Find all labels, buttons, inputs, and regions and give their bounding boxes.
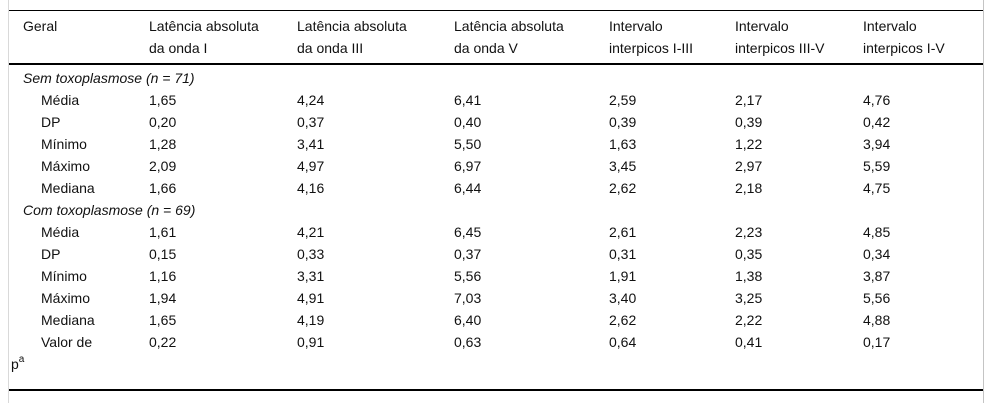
cell-value: 4,91 [297,290,325,306]
cell-value: 3,45 [609,158,637,174]
row-label: DP [41,114,61,130]
cell-value: 6,44 [454,180,482,196]
row-label: Mínimo [41,268,87,284]
row-label: DP [41,246,61,262]
cell-value: 0,39 [609,114,637,130]
cell-value: 5,56 [863,290,891,306]
cell-value: 3,40 [609,290,637,306]
row-label: Mediana [41,180,95,196]
cell-value: 0,64 [609,334,637,350]
cell-value: 7,03 [454,290,482,306]
cell-value: 6,97 [454,158,482,174]
cell-value: 4,16 [297,180,325,196]
cell-value: 6,41 [454,92,482,108]
row-label: Máximo [41,158,91,174]
footnote-marker: a [18,354,25,366]
cell-value: 3,87 [863,268,891,284]
cell-value: 1,61 [149,224,177,240]
cell-value: 1,38 [735,268,763,284]
cell-value: 2,62 [609,180,637,196]
column-header: Latência absoluta da onda I [149,18,259,56]
cell-value: 6,45 [454,224,482,240]
statistics-table: Geral Latência absoluta da onda I Latência … [8,0,984,403]
cell-value: 1,66 [149,180,177,196]
cell-value: 4,24 [297,92,325,108]
cell-value: 3,31 [297,268,325,284]
cell-value: 1,16 [149,268,177,284]
column-header: Geral [23,18,58,34]
cell-value: 3,94 [863,136,891,152]
cell-value: 0,20 [149,114,177,130]
cell-value: 1,63 [609,136,637,152]
cell-value: 1,94 [149,290,177,306]
column-header: Intervalo interpicos I-V [863,18,945,56]
cell-value: 4,85 [863,224,891,240]
cell-value: 0,34 [863,246,891,262]
row-label: Média [41,224,80,240]
cell-value: 1,28 [149,136,177,152]
cell-value: 0,22 [149,334,177,350]
column-header: Intervalo interpicos III-V [735,18,825,56]
cell-value: 4,19 [297,312,325,328]
cell-value: 0,41 [735,334,763,350]
cell-value: 4,75 [863,180,891,196]
cell-value: 2,97 [735,158,763,174]
cell-value: 0,37 [297,114,325,130]
cell-value: 2,18 [735,180,763,196]
cell-value: 2,59 [609,92,637,108]
cell-value: 5,59 [863,158,891,174]
row-label: Máximo [41,290,91,306]
cell-value: 0,42 [863,114,891,130]
cell-value: 0,15 [149,246,177,262]
cell-value: 2,22 [735,312,763,328]
section-title: Com toxoplasmose (n = 69) [23,202,196,218]
cell-value: 0,40 [454,114,482,130]
cell-value: 5,50 [454,136,482,152]
table-bottom-rule [9,389,983,391]
row-label: Mínimo [41,136,87,152]
cell-value: 0,35 [735,246,763,262]
cell-value: 4,88 [863,312,891,328]
table-header-row: Geral Latência absoluta da onda I Latência … [9,11,983,63]
cell-value: 2,61 [609,224,637,240]
cell-value: 3,25 [735,290,763,306]
cell-value: 0,63 [454,334,482,350]
cell-value: 1,65 [149,92,177,108]
row-label: Valor de [41,334,93,350]
row-label: Mediana [41,312,95,328]
cell-value: 0,17 [863,334,891,350]
cell-value: 0,39 [735,114,763,130]
cell-value: 5,56 [454,268,482,284]
section-title: Sem toxoplasmose (n = 71) [23,70,195,86]
cell-value: 2,23 [735,224,763,240]
cell-value: 1,22 [735,136,763,152]
row-label-overflow-footnote: pa [11,354,25,372]
cell-value: 3,41 [297,136,325,152]
column-header: Intervalo interpicos I-III [609,18,694,56]
cell-value: 4,97 [297,158,325,174]
cell-value: 0,33 [297,246,325,262]
cell-value: 2,17 [735,92,763,108]
cell-value: 4,21 [297,224,325,240]
column-header: Latência absoluta da onda V [454,18,564,56]
row-label: Média [41,92,80,108]
header-separator-rule [9,63,983,65]
cell-value: 4,76 [863,92,891,108]
cell-value: 2,62 [609,312,637,328]
table-top-rule [9,10,983,11]
column-header: Latência absoluta da onda III [297,18,407,56]
cell-value: 1,65 [149,312,177,328]
cell-value: 0,91 [297,334,325,350]
cell-value: 0,37 [454,246,482,262]
cell-value: 0,31 [609,246,637,262]
cell-value: 2,09 [149,158,177,174]
cell-value: 6,40 [454,312,482,328]
cell-value: 1,91 [609,268,637,284]
table-body: Sem toxoplasmose (n = 71) Média 1,65 4,24 6,… [9,65,983,389]
